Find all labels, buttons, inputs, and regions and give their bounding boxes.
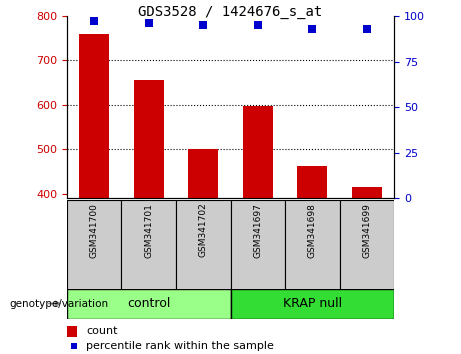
Bar xyxy=(176,200,230,290)
Text: GDS3528 / 1424676_s_at: GDS3528 / 1424676_s_at xyxy=(138,5,323,19)
Text: KRAP null: KRAP null xyxy=(283,297,342,310)
Bar xyxy=(67,200,121,290)
Text: control: control xyxy=(127,297,171,310)
Point xyxy=(308,26,316,32)
Text: percentile rank within the sample: percentile rank within the sample xyxy=(87,341,274,351)
Text: GSM341701: GSM341701 xyxy=(144,203,153,258)
Point xyxy=(90,18,98,24)
Text: GSM341697: GSM341697 xyxy=(253,203,262,258)
Bar xyxy=(230,289,394,319)
Bar xyxy=(230,200,285,290)
Bar xyxy=(79,34,109,198)
Bar xyxy=(340,200,394,290)
Text: GSM341698: GSM341698 xyxy=(308,203,317,258)
Point xyxy=(363,26,371,32)
Point xyxy=(200,22,207,28)
Point xyxy=(71,343,78,349)
Bar xyxy=(285,200,340,290)
Text: GSM341702: GSM341702 xyxy=(199,203,208,257)
Text: count: count xyxy=(87,326,118,336)
Bar xyxy=(188,149,218,198)
Point xyxy=(145,21,152,26)
Bar xyxy=(67,289,230,319)
Bar xyxy=(134,80,164,198)
Bar xyxy=(297,166,327,198)
Text: genotype/variation: genotype/variation xyxy=(9,298,108,309)
Text: GSM341700: GSM341700 xyxy=(89,203,99,258)
Bar xyxy=(67,326,77,337)
Point xyxy=(254,22,261,28)
Bar xyxy=(243,106,273,198)
Bar xyxy=(352,187,382,198)
Bar xyxy=(121,200,176,290)
Text: GSM341699: GSM341699 xyxy=(362,203,372,258)
